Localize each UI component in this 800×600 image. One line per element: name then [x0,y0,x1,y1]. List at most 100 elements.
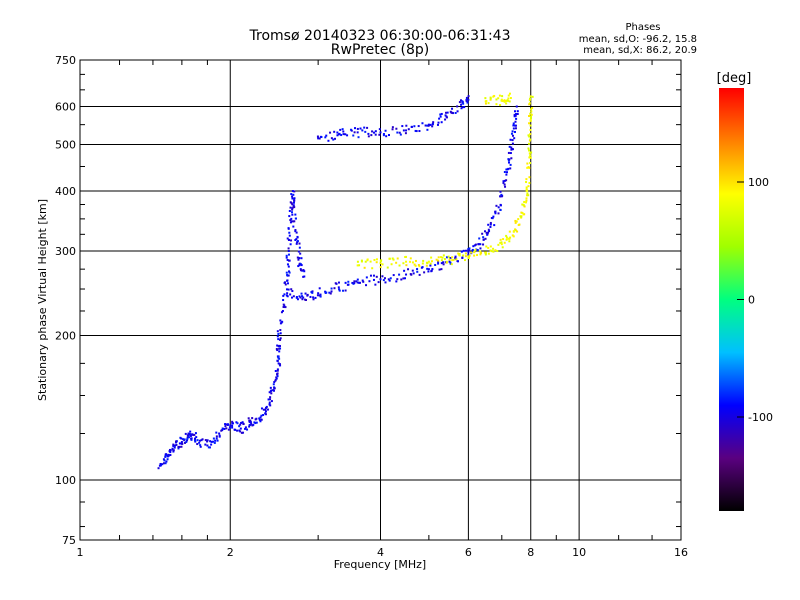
x-tick-label: 1 [77,546,84,559]
data-point [444,118,447,121]
data-point [447,255,450,258]
y-tick-label: 750 [55,54,76,67]
data-point [291,195,294,198]
data-point [410,273,413,276]
data-point [379,131,382,134]
data-point [239,430,242,433]
data-point [400,278,403,281]
data-point [374,283,377,286]
data-point [431,122,434,125]
data-point [274,379,277,382]
data-point [339,128,342,131]
data-point [209,440,212,443]
data-point [429,264,432,267]
data-point [487,223,490,226]
data-point [255,421,258,424]
data-point [514,114,517,117]
data-point [416,268,419,271]
data-point [456,105,459,108]
data-point [300,269,303,272]
data-point [439,256,442,259]
data-point [442,261,445,264]
data-point [351,281,354,284]
data-point [395,127,398,130]
data-point [505,171,508,174]
data-point [231,420,234,423]
data-point [396,131,399,134]
data-point [289,221,292,224]
data-point [286,273,289,276]
data-point [381,263,384,266]
data-point [525,199,528,202]
data-point [484,251,487,254]
data-point [392,274,395,277]
data-point [409,260,412,263]
data-point [210,440,213,443]
data-point [234,428,237,431]
data-point [288,270,291,273]
data-point [415,130,418,133]
data-point [507,237,510,240]
data-point [353,131,356,134]
data-point [530,113,533,116]
data-point [180,442,183,445]
data-point [432,121,435,124]
data-point [462,254,465,257]
data-point [286,282,289,285]
data-point [449,257,452,260]
data-point [528,122,531,125]
data-point [166,458,169,461]
data-point [300,257,303,260]
data-point [437,260,440,263]
data-point [379,260,382,263]
data-point [451,256,454,259]
data-point [289,243,292,246]
data-point [396,257,399,260]
data-point [287,274,290,277]
y-tick-label: 200 [55,330,76,343]
stats-o-line: mean, sd,O: -96.2, 15.8 [579,34,697,45]
data-point [477,243,480,246]
data-point [320,136,323,139]
data-point [479,243,482,246]
data-point [298,246,301,249]
data-point [286,292,289,295]
data-point [444,114,447,117]
data-point [481,232,484,235]
data-point [204,439,207,442]
data-point [235,421,238,424]
stats-heading: Phases [625,22,660,33]
data-point [249,419,252,422]
data-point [244,426,247,429]
data-point [379,266,382,269]
data-point [248,425,251,428]
data-point [247,417,250,420]
data-point [514,113,517,116]
data-point [467,248,470,251]
data-point [503,99,506,102]
data-point [387,278,390,281]
data-point [238,425,241,428]
data-point [499,104,502,107]
data-point [371,130,374,133]
data-point [294,239,297,242]
data-point [296,241,299,244]
data-point [495,103,498,106]
data-point [278,363,281,366]
data-point [391,128,394,131]
data-point [354,127,357,130]
data-point [288,271,291,274]
data-point [201,438,204,441]
data-point [299,262,302,265]
data-point [465,96,468,99]
data-point [342,133,345,136]
data-point [430,256,433,259]
data-point [366,258,369,261]
data-point [426,262,429,265]
data-point [410,125,413,128]
data-point [529,95,532,98]
data-point [529,133,532,136]
data-point [240,431,243,434]
data-point [259,416,262,419]
data-point [248,420,251,423]
